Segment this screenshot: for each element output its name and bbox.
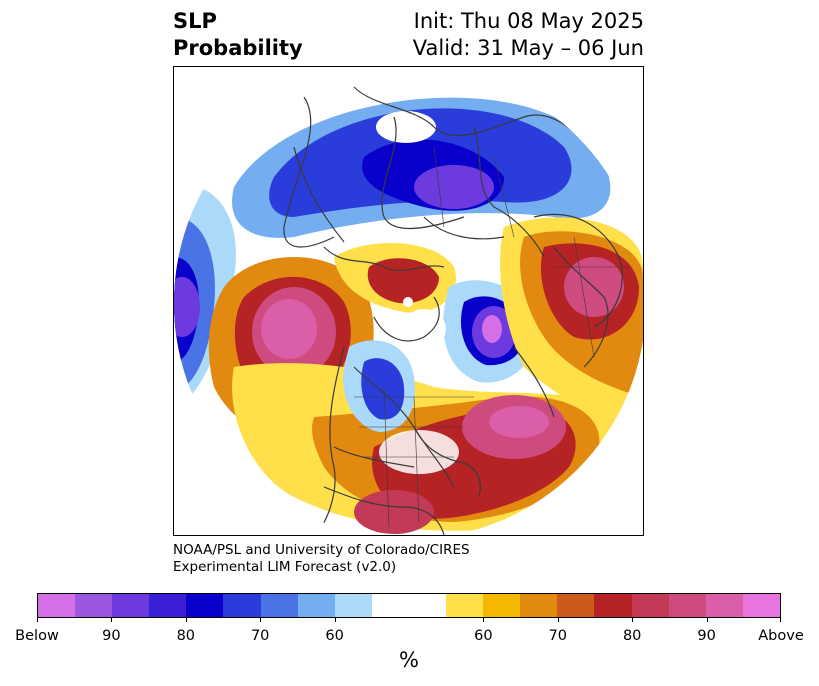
colorbar-segment [223,594,261,617]
colorbar-segment [594,594,632,617]
colorbar [37,593,781,618]
colorbar-tick-label: 70 [250,628,270,644]
colorbar-segment [112,594,150,617]
colorbar-tick-label: 60 [474,628,493,644]
valid-period: Valid: 31 May – 06 Jun [412,36,644,60]
colorbar-segment [446,594,484,617]
colorbar-tick-mark [334,618,336,622]
colorbar-tick-label: 70 [548,628,568,644]
title-field: Probability [173,36,303,60]
colorbar-segment [668,594,706,617]
colorbar-segment [75,594,113,617]
colorbar-segment [408,594,447,617]
colorbar-tick-mark [111,618,113,622]
colorbar-tick-mark [185,618,187,622]
colorbar-segment [149,594,187,617]
probability-field [174,67,643,535]
credit-line-1: NOAA/PSL and University of Colorado/CIRE… [173,542,470,558]
init-date: Init: Thu 08 May 2025 [413,9,644,33]
colorbar-tick-label: 80 [176,628,196,644]
chart-title: SLP Probability [173,8,303,62]
colorbar-segment [38,594,76,617]
colorbar-tick-mark [37,618,38,622]
colorbar-tick-mark [260,618,262,622]
map-canvas [174,67,643,535]
colorbar-tick-label: Below [15,628,59,644]
colorbar-tick-label: 80 [622,628,642,644]
colorbar-segment [297,594,335,617]
colorbar-segment [186,594,224,617]
colorbar-tick-mark [706,618,708,622]
colorbar-segment [631,594,669,617]
colorbar-tick-mark [632,618,634,622]
colorbar-unit: % [399,648,419,672]
colorbar-segment [520,594,558,617]
borders [354,146,629,528]
title-variable: SLP [173,9,217,33]
colorbar-segment [705,594,743,617]
colorbar-tick-mark [780,618,781,622]
colorbar-tick-mark [483,618,485,622]
colorbar-segment [742,594,780,617]
colorbar-segment [371,594,409,617]
colorbar-tick-mark [557,618,559,622]
forecast-dates: Init: Thu 08 May 2025 Valid: 31 May – 06… [413,8,644,62]
colorbar-tick-label: 90 [102,628,121,644]
credit-text: NOAA/PSL and University of Colorado/CIRE… [173,542,470,576]
credit-line-2: Experimental LIM Forecast (v2.0) [173,559,397,575]
colorbar-segment [557,594,595,617]
colorbar-tick-label: 60 [325,628,344,644]
colorbar-tick-label: Above [758,628,804,644]
colorbar-tick-label: 90 [697,628,716,644]
probability-map [173,66,644,536]
colorbar-segment [260,594,298,617]
colorbar-segment [334,594,372,617]
colorbar-segment [483,594,521,617]
